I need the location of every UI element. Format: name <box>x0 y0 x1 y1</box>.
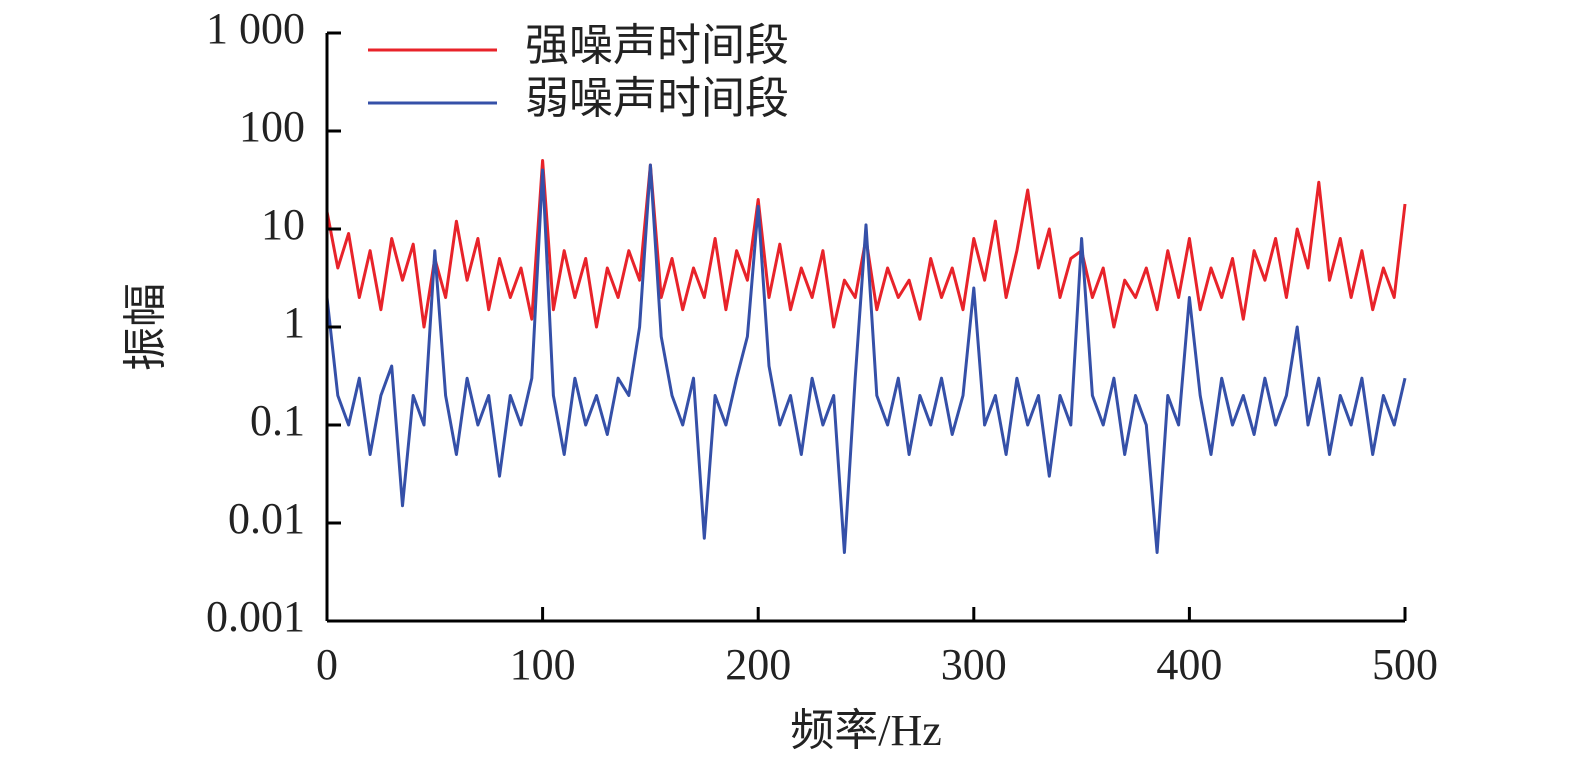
y-axis-label: 振幅 <box>121 283 170 371</box>
data-line <box>325 163 1407 554</box>
x-tick-label: 100 <box>510 640 576 689</box>
x-tick-label: 400 <box>1156 640 1222 689</box>
x-axis-label: 频率/Hz <box>790 706 942 755</box>
x-tick-label: 0 <box>316 640 338 689</box>
y-tick-label: 100 <box>239 102 305 151</box>
legend-label: 弱噪声时间段 <box>525 74 789 123</box>
y-tick-label: 0.01 <box>228 494 305 543</box>
legend-label: 强噪声时间段 <box>525 21 789 70</box>
x-tick-label: 500 <box>1372 640 1438 689</box>
x-tick-label: 300 <box>941 640 1007 689</box>
y-tick-label: 1 <box>283 298 305 347</box>
x-tick-label: 200 <box>725 640 791 689</box>
y-tick-label: 10 <box>261 200 305 249</box>
y-tick-label: 1 000 <box>206 4 305 53</box>
y-tick-label: 0.001 <box>206 592 305 641</box>
y-tick-label: 0.1 <box>250 396 305 445</box>
